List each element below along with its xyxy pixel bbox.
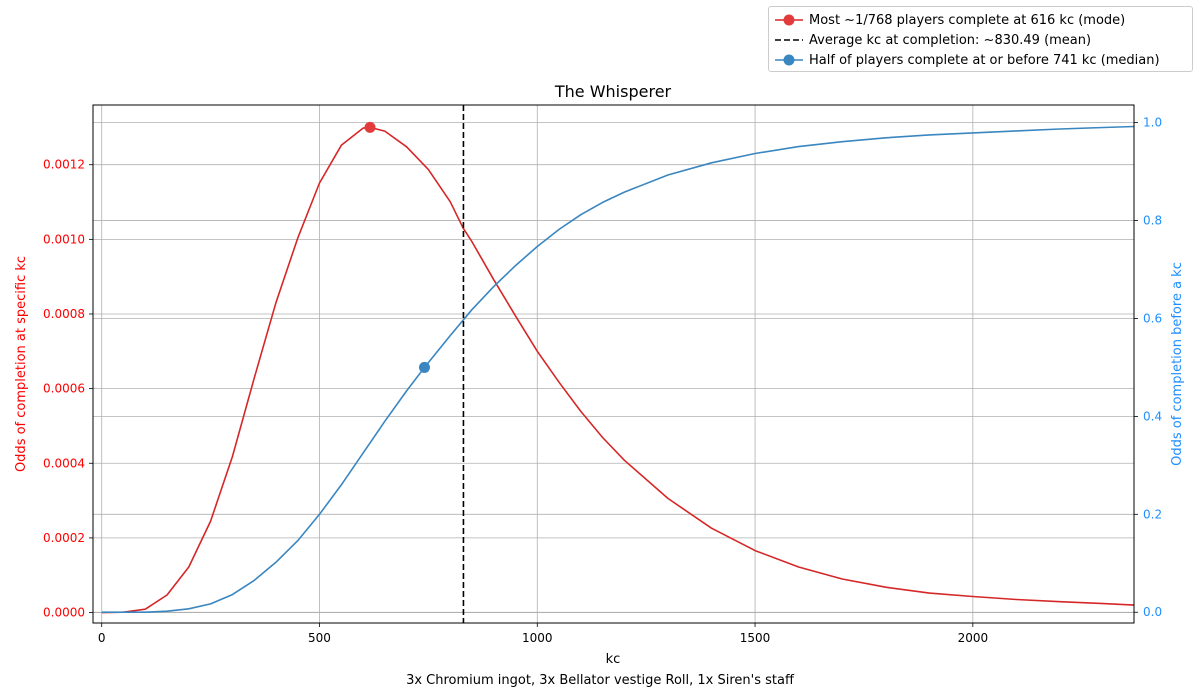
legend-item-mean: Average kc at completion: ~830.49 (mean) bbox=[769, 30, 1091, 50]
legend-swatch-mode bbox=[775, 14, 803, 26]
x-tick-label: 2000 bbox=[958, 631, 989, 645]
legend-label-median: Half of players complete at or before 74… bbox=[809, 52, 1160, 68]
y-tick-label-left: 0.0010 bbox=[43, 232, 85, 246]
y-tick-label-left: 0.0012 bbox=[43, 158, 85, 172]
axes: 0 500 1000 1500 2000 0.0000 0.0002 0.0004 0.0006… bbox=[43, 116, 1162, 645]
x-tick-label: 500 bbox=[308, 631, 331, 645]
legend-item-median: Half of players complete at or before 74… bbox=[769, 50, 1160, 70]
y-axis-label-left: Odds of completion at specific kc bbox=[14, 256, 29, 472]
legend: Most ~1/768 players complete at 616 kc (… bbox=[768, 6, 1193, 72]
y-tick-label-left: 0.0006 bbox=[43, 382, 85, 396]
x-tick-label: 1500 bbox=[740, 631, 771, 645]
y-tick-label-left: 0.0002 bbox=[43, 531, 85, 545]
grid bbox=[93, 105, 1134, 623]
y-tick-label-right: 1.0 bbox=[1143, 116, 1162, 130]
series-line-pdf bbox=[101, 126, 1134, 614]
legend-label-mean: Average kc at completion: ~830.49 (mean) bbox=[809, 32, 1092, 48]
x-tick-label: 0 bbox=[98, 631, 106, 645]
chart-footer-caption: 3x Chromium ingot, 3x Bellator vestige R… bbox=[406, 673, 794, 688]
legend-swatch-mean bbox=[775, 39, 803, 41]
y-tick-label-right: 0.2 bbox=[1143, 507, 1162, 521]
y-tick-label-right: 0.8 bbox=[1143, 214, 1162, 228]
y-tick-label-left: 0.0008 bbox=[43, 307, 85, 321]
y-tick-label-right: 0.4 bbox=[1143, 409, 1162, 423]
y-tick-label-left: 0.0000 bbox=[43, 606, 85, 620]
plot-frame bbox=[92, 104, 1135, 624]
series-layer bbox=[101, 105, 1134, 623]
y-axis-label-right: Odds of completion before a kc bbox=[1170, 262, 1185, 466]
y-tick-label-right: 0.0 bbox=[1143, 605, 1162, 619]
x-tick-label: 1000 bbox=[522, 631, 553, 645]
series-line-cdf bbox=[101, 125, 1134, 614]
marker-median bbox=[418, 361, 430, 373]
legend-swatch-median bbox=[775, 54, 803, 66]
legend-label-mode: Most ~1/768 players complete at 616 kc (… bbox=[809, 12, 1126, 28]
x-axis-label: kc bbox=[606, 652, 621, 667]
y-tick-label-left: 0.0004 bbox=[43, 456, 85, 470]
y-tick-label-right: 0.6 bbox=[1143, 311, 1162, 325]
marker-mode bbox=[364, 121, 376, 133]
legend-item-mode: Most ~1/768 players complete at 616 kc (… bbox=[769, 10, 1125, 30]
chart-title: The Whisperer bbox=[554, 82, 672, 101]
